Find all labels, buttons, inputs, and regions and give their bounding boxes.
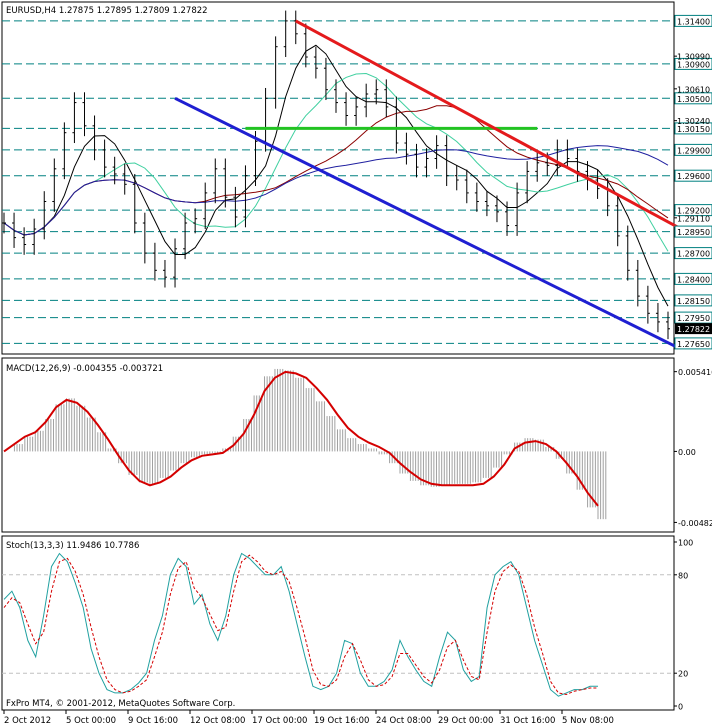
price-level-label: 1.31400	[677, 17, 710, 26]
time-tick-label: 5 Oct 00:00	[66, 716, 116, 726]
macd-axis: 0.005416 0.00 -0.004821	[674, 368, 712, 528]
time-tick-label: 29 Oct 00:00	[438, 716, 493, 726]
price-level-tag	[674, 57, 712, 70]
stoch-pane-frame	[1, 535, 675, 711]
price-tick-label: 1.30610	[677, 85, 710, 94]
price-level-label: 1.30150	[677, 125, 710, 134]
resistance-trend-line	[295, 19, 679, 229]
stoch-level-lines	[2, 574, 674, 674]
time-tick-label: 12 Oct 08:00	[190, 716, 245, 726]
price-level-label: 1.28950	[677, 228, 710, 237]
stoch-tick-label: 20	[678, 670, 688, 679]
price-level-tag	[674, 225, 712, 238]
macd-signal-line	[3, 370, 599, 507]
price-pane-frame	[1, 1, 675, 355]
price-tick-label: 1.30990	[677, 53, 710, 62]
current-price-tag	[675, 323, 712, 335]
price-level-label: 1.28400	[677, 275, 710, 284]
current-price-label: 1.27822	[677, 325, 710, 334]
price-level-label: 1.28150	[677, 297, 710, 306]
stoch-pane[interactable]: Stoch(13,3,3) 11.9486 10.7786 FxPro MT4,…	[1, 535, 675, 711]
price-level-label: 1.29600	[677, 172, 710, 181]
time-axis: 2 Oct 2012 5 Oct 00:00 9 Oct 16:00 12 Oct 0…	[3, 710, 614, 726]
macd-title: MACD(12,26,9) -0.004355 -0.003721	[6, 364, 163, 374]
price-level-label: 1.30900	[677, 60, 710, 69]
time-tick-label: 5 Nov 08:00	[562, 716, 614, 726]
price-bars	[2, 10, 670, 340]
macd-tick-label: -0.004821	[678, 519, 712, 528]
price-level-tag	[674, 143, 712, 156]
copyright-text: FxPro MT4, © 2001-2012, MetaQuotes Softw…	[6, 699, 235, 709]
stoch-title: Stoch(13,3,3) 11.9486 10.7786	[6, 541, 139, 551]
stoch-main-line	[3, 552, 598, 697]
price-level-tag	[674, 92, 712, 105]
time-tick-label: 31 Oct 16:00	[500, 716, 555, 726]
price-pane[interactable]: EURUSD,H4 1.27875 1.27895 1.27809 1.2782…	[1, 1, 679, 355]
price-level-tag	[674, 294, 712, 307]
time-tick-label: 19 Oct 16:00	[314, 716, 369, 726]
time-tick-label: 2 Oct 2012	[4, 716, 51, 726]
macd-pane[interactable]: MACD(12,26,9) -0.004355 -0.003721	[1, 357, 675, 533]
price-axis: 1.31400 1.30900 1.30500 1.30150 1.29900 1.296…	[674, 14, 712, 350]
stoch-signal-line	[3, 554, 598, 696]
time-tick-label: 24 Oct 08:00	[376, 716, 431, 726]
price-level-tag	[674, 272, 712, 285]
price-level-label: 1.30500	[677, 95, 710, 104]
price-level-tag	[674, 14, 712, 27]
price-level-label: 1.28700	[677, 250, 710, 259]
support-trend-line	[174, 96, 679, 350]
stoch-tick-label: 80	[678, 571, 688, 580]
price-level-tag	[674, 337, 712, 350]
price-level-tag	[674, 169, 712, 182]
trend-lines	[174, 19, 679, 350]
price-level-label: 1.27650	[677, 340, 710, 349]
stoch-tick-label: 0	[678, 703, 683, 712]
stoch-axis: 100 80 20 0	[674, 539, 693, 712]
price-level-label: 1.27950	[677, 314, 710, 323]
macd-pane-frame	[1, 357, 675, 533]
price-level-tag	[674, 247, 712, 260]
price-level-tag	[674, 311, 712, 324]
price-level-lines	[2, 20, 674, 344]
price-level-tag	[674, 204, 712, 217]
macd-tick-label: 0.00	[678, 448, 696, 457]
price-tick-label: 1.30240	[677, 117, 710, 126]
macd-tick-label: 0.005416	[678, 368, 712, 377]
price-level-label: 1.29900	[677, 146, 710, 155]
price-level-label: 1.29200	[677, 207, 710, 216]
price-tick-label: 1.29110	[677, 214, 710, 223]
time-tick-label: 9 Oct 16:00	[128, 716, 178, 726]
stoch-tick-label: 100	[678, 539, 693, 548]
price-level-tag	[674, 122, 712, 135]
symbol-info: EURUSD,H4 1.27875 1.27895 1.27809 1.2782…	[6, 6, 208, 16]
time-tick-label: 17 Oct 00:00	[252, 716, 307, 726]
